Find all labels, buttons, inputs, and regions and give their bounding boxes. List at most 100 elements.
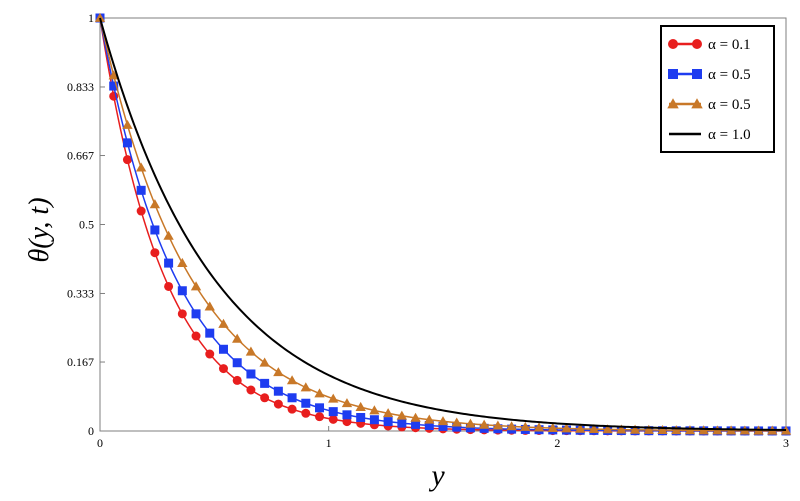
data-point [692,69,702,79]
data-point [602,424,613,434]
data-point [437,416,449,426]
data-point [273,386,283,396]
data-point [328,414,338,424]
data-point [135,162,147,172]
data-point [411,419,421,429]
y-axis-ticks: 0 0.167 0.333 0.5 0.667 0.833 1 [67,11,105,438]
data-point [588,423,600,434]
data-point [246,385,256,395]
data-point [396,410,408,420]
data-point [273,399,283,409]
data-point [342,410,352,420]
data-point [315,412,325,422]
data-point [286,375,298,385]
data-point [492,420,504,430]
data-point [205,349,215,359]
data-point [667,98,679,109]
data-point [629,424,641,434]
legend-box [660,25,775,153]
y-tick-label: 1 [88,11,94,25]
data-point [177,309,187,319]
data-point [177,286,187,296]
data-point [191,331,201,341]
legend-label: α = 0.5 [708,67,751,83]
x-tick-label: 3 [783,436,789,450]
data-point [232,375,242,385]
data-point [136,185,146,195]
data-point [287,404,297,414]
data-point [150,248,160,258]
data-point [149,199,161,209]
data-point [643,424,654,434]
data-point [260,393,270,403]
data-point [369,405,380,415]
data-point [232,358,242,368]
data-point [438,421,448,431]
y-tick-label: 0.333 [67,286,94,300]
legend-item: α = 0.5 [668,67,751,83]
data-point [533,422,545,432]
data-point [273,367,284,377]
data-point [122,119,133,129]
data-point [191,309,201,319]
y-tick-label: 0.167 [67,355,94,369]
data-point [547,422,558,432]
legend: α = 0.1 α = 0.5 α = 0.5 α = 1.0 [660,25,775,153]
data-point [314,388,325,398]
data-point [668,69,678,79]
data-point [424,414,435,424]
data-point [684,425,696,435]
data-point [259,357,270,367]
y-axis-title: θ(y, t) [24,197,55,262]
data-point [232,333,243,343]
data-point [260,378,270,388]
legend-label: α = 0.5 [708,97,751,113]
legend-item: α = 0.5 [667,97,751,113]
data-point [520,421,531,431]
data-point [478,419,490,429]
data-point [668,39,678,49]
data-point [163,230,174,240]
y-tick-label: 0.833 [67,80,94,94]
data-point [355,401,366,411]
data-point [452,422,462,432]
data-point [671,425,682,435]
y-tick-label: 0 [88,424,94,438]
series-3 [94,12,792,435]
data-point [300,382,311,392]
data-point [383,417,393,427]
data-point [397,418,407,428]
data-point [205,328,215,338]
data-point [246,369,256,379]
data-point [108,70,119,80]
data-point [164,258,174,268]
data-point [218,364,228,374]
data-point [190,281,202,291]
data-point [204,301,215,311]
series-4 [99,17,787,431]
data-point [122,138,132,148]
x-axis-title: y [428,459,445,492]
data-point [410,412,421,422]
data-point [506,421,517,431]
data-point [356,412,366,422]
data-point [465,423,475,433]
data-point [465,418,476,428]
data-point [328,407,338,417]
data-point [218,344,228,354]
data-point [109,81,119,91]
data-point [780,425,792,435]
y-tick-label: 0.667 [67,149,94,163]
data-point [341,398,353,408]
data-point [691,98,703,109]
x-tick-label: 0 [97,436,103,450]
data-point [369,415,379,425]
data-point [616,424,627,434]
series-line [99,17,787,431]
data-point [561,423,572,433]
data-point [245,346,257,356]
data-point [150,225,160,235]
data-point [177,257,188,267]
data-point [136,206,146,216]
